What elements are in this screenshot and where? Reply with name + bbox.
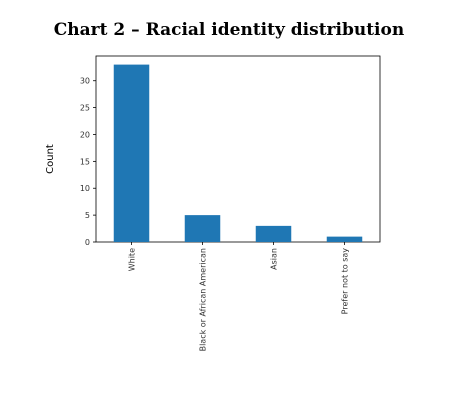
bar-2: [255, 225, 292, 242]
bar-3: [326, 236, 363, 242]
y-tick-label: 10: [80, 184, 90, 193]
y-tick-label: 0: [85, 238, 90, 247]
y-tick-label: 20: [80, 130, 90, 139]
bars-group: [113, 64, 363, 242]
y-tick-label: 15: [80, 157, 90, 166]
y-axis-label: Count: [45, 144, 56, 174]
bar-0: [113, 64, 150, 242]
y-tick-label: 30: [80, 77, 90, 86]
bar-1: [184, 215, 221, 242]
x-tick-label: Black or African American: [199, 248, 208, 351]
y-tick-label: 25: [80, 104, 90, 113]
x-tick-label: Prefer not to say: [341, 248, 350, 315]
x-tick-label: White: [128, 248, 137, 271]
y-axis-ticks: 0 5 10 15 20 25 30: [80, 77, 96, 247]
plot-area-frame: [95, 55, 381, 243]
x-tick-label: Asian: [270, 248, 279, 270]
y-tick-label: 5: [85, 211, 90, 220]
chart-title: Chart 2 – Racial identity distribution: [53, 20, 405, 40]
x-axis-ticks: White Black or African American Asian Prefe…: [128, 242, 350, 351]
